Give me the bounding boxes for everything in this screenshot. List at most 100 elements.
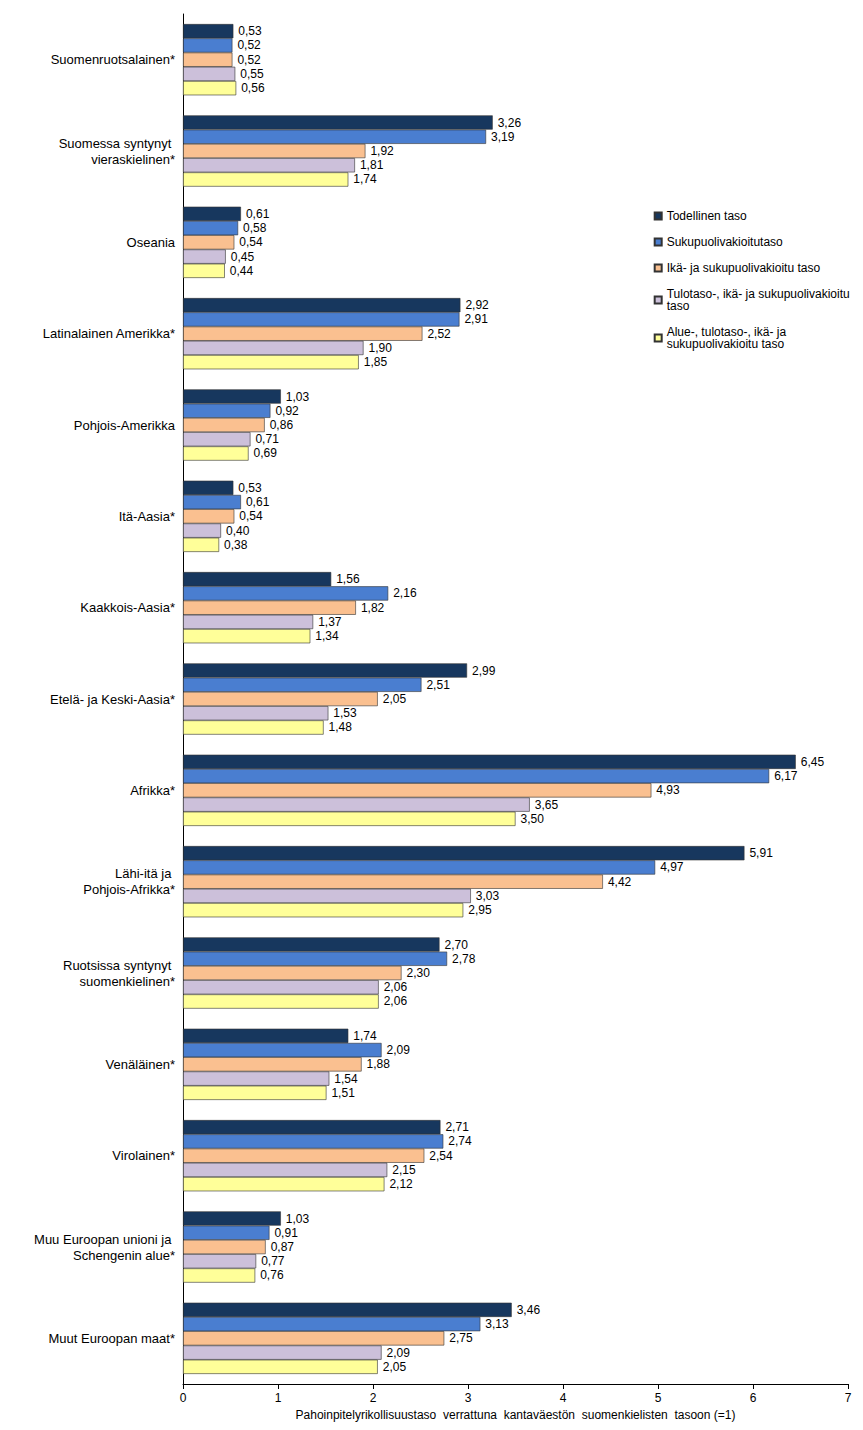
svg-text:4,97: 4,97 xyxy=(660,860,684,874)
svg-text:2,30: 2,30 xyxy=(407,966,431,980)
svg-text:1,90: 1,90 xyxy=(369,341,393,355)
svg-text:1,34: 1,34 xyxy=(315,629,339,643)
svg-text:2,09: 2,09 xyxy=(387,1043,411,1057)
svg-text:3,46: 3,46 xyxy=(517,1303,541,1317)
svg-text:1,74: 1,74 xyxy=(353,172,377,186)
svg-text:Muut Euroopan maat*: Muut Euroopan maat* xyxy=(49,1331,175,1346)
svg-text:0,53: 0,53 xyxy=(238,24,262,38)
svg-text:Venäläinen*: Venäläinen* xyxy=(106,1057,175,1072)
svg-text:Kaakkois-Aasia*: Kaakkois-Aasia* xyxy=(80,600,175,615)
svg-text:0,38: 0,38 xyxy=(224,538,248,552)
svg-text:3,19: 3,19 xyxy=(491,130,515,144)
svg-text:0,52: 0,52 xyxy=(237,38,261,52)
svg-text:1,92: 1,92 xyxy=(370,144,394,158)
svg-text:Itä-Aasia*: Itä-Aasia* xyxy=(119,509,175,524)
svg-text:0,76: 0,76 xyxy=(260,1268,284,1282)
svg-text:2,05: 2,05 xyxy=(383,1360,407,1374)
svg-text:2,15: 2,15 xyxy=(392,1163,416,1177)
svg-text:3,13: 3,13 xyxy=(485,1317,509,1331)
svg-text:Etelä- ja Keski-Aasia*: Etelä- ja Keski-Aasia* xyxy=(50,692,175,707)
svg-text:1,81: 1,81 xyxy=(360,158,384,172)
svg-text:Pohjois-Amerikka: Pohjois-Amerikka xyxy=(74,418,176,433)
svg-text:2,09: 2,09 xyxy=(387,1346,411,1360)
svg-text:0,61: 0,61 xyxy=(246,207,270,221)
svg-text:1,53: 1,53 xyxy=(333,706,357,720)
svg-text:Latinalainen Amerikka*: Latinalainen Amerikka* xyxy=(43,326,175,341)
svg-text:2,71: 2,71 xyxy=(445,1120,469,1134)
svg-text:vieraskielinen*: vieraskielinen* xyxy=(91,152,175,167)
svg-text:1,03: 1,03 xyxy=(286,390,310,404)
svg-text:2,06: 2,06 xyxy=(384,980,408,994)
svg-text:2: 2 xyxy=(370,1391,377,1405)
svg-text:3,03: 3,03 xyxy=(476,889,500,903)
svg-text:Pahoinpitelyrikollisuustaso v: Pahoinpitelyrikollisuustaso verrattuna k… xyxy=(296,1408,736,1422)
svg-text:5,91: 5,91 xyxy=(749,846,773,860)
svg-text:6: 6 xyxy=(750,1391,757,1405)
svg-text:Ikä- ja sukupuolivakioitu taso: Ikä- ja sukupuolivakioitu taso xyxy=(667,261,821,275)
svg-text:Suomenruotsalainen*: Suomenruotsalainen* xyxy=(51,52,175,67)
svg-text:sukupuolivakioitu taso: sukupuolivakioitu taso xyxy=(667,337,785,351)
svg-text:7: 7 xyxy=(845,1391,852,1405)
svg-text:0,58: 0,58 xyxy=(243,221,267,235)
svg-text:2,54: 2,54 xyxy=(429,1149,453,1163)
svg-text:2,05: 2,05 xyxy=(383,692,407,706)
svg-text:4,93: 4,93 xyxy=(656,783,680,797)
svg-text:2,06: 2,06 xyxy=(384,994,408,1008)
svg-text:6,17: 6,17 xyxy=(774,769,798,783)
svg-text:2,91: 2,91 xyxy=(464,312,488,326)
svg-text:taso: taso xyxy=(667,299,690,313)
svg-text:0,86: 0,86 xyxy=(270,418,294,432)
svg-text:0,77: 0,77 xyxy=(261,1254,285,1268)
svg-text:Ruotsissa syntynyt: Ruotsissa syntynyt xyxy=(63,958,175,973)
svg-text:0,45: 0,45 xyxy=(231,250,255,264)
svg-text:0,54: 0,54 xyxy=(239,509,263,523)
svg-text:1,56: 1,56 xyxy=(336,572,360,586)
svg-text:2,52: 2,52 xyxy=(427,327,451,341)
svg-text:Oseania: Oseania xyxy=(127,235,176,250)
svg-text:3,65: 3,65 xyxy=(535,798,559,812)
svg-text:0,53: 0,53 xyxy=(238,481,262,495)
svg-text:0,40: 0,40 xyxy=(226,524,250,538)
svg-text:Muu Euroopan unioni ja: Muu Euroopan unioni ja xyxy=(34,1232,175,1247)
svg-text:0,56: 0,56 xyxy=(241,81,265,95)
svg-text:3,50: 3,50 xyxy=(521,812,545,826)
svg-text:Schengenin alue*: Schengenin alue* xyxy=(73,1248,175,1263)
svg-text:4,42: 4,42 xyxy=(608,875,632,889)
svg-text:2,12: 2,12 xyxy=(389,1177,413,1191)
svg-text:0: 0 xyxy=(180,1391,187,1405)
svg-text:0,92: 0,92 xyxy=(275,404,299,418)
svg-text:1,54: 1,54 xyxy=(334,1072,358,1086)
svg-text:2,51: 2,51 xyxy=(426,678,450,692)
svg-text:1,37: 1,37 xyxy=(318,615,342,629)
svg-text:3: 3 xyxy=(465,1391,472,1405)
svg-text:2,78: 2,78 xyxy=(452,952,476,966)
svg-text:2,74: 2,74 xyxy=(448,1134,472,1148)
svg-text:2,16: 2,16 xyxy=(393,586,417,600)
svg-text:1,03: 1,03 xyxy=(286,1212,310,1226)
svg-text:0,55: 0,55 xyxy=(240,67,264,81)
svg-text:Lähi-itä ja: Lähi-itä ja xyxy=(115,866,175,881)
svg-text:1,88: 1,88 xyxy=(367,1057,391,1071)
svg-text:0,69: 0,69 xyxy=(254,446,278,460)
svg-text:Virolainen*: Virolainen* xyxy=(112,1148,175,1163)
svg-text:Suomessa syntynyt: Suomessa syntynyt xyxy=(59,136,175,151)
svg-text:0,54: 0,54 xyxy=(239,235,263,249)
svg-text:0,71: 0,71 xyxy=(255,432,279,446)
svg-text:Sukupuolivakioitutaso: Sukupuolivakioitutaso xyxy=(667,235,783,249)
svg-text:2,70: 2,70 xyxy=(445,938,469,952)
svg-text:0,44: 0,44 xyxy=(230,264,254,278)
svg-text:suomenkielinen*: suomenkielinen* xyxy=(80,974,175,989)
svg-text:0,52: 0,52 xyxy=(237,53,261,67)
svg-text:1,51: 1,51 xyxy=(331,1086,355,1100)
svg-text:0,87: 0,87 xyxy=(271,1240,295,1254)
svg-text:Pohjois-Afrikka*: Pohjois-Afrikka* xyxy=(83,882,175,897)
svg-text:6,45: 6,45 xyxy=(801,755,825,769)
svg-text:0,61: 0,61 xyxy=(246,495,270,509)
svg-text:4: 4 xyxy=(560,1391,567,1405)
svg-text:1,48: 1,48 xyxy=(329,720,353,734)
svg-text:1: 1 xyxy=(275,1391,282,1405)
svg-text:1,85: 1,85 xyxy=(364,355,388,369)
svg-text:Todellinen taso: Todellinen taso xyxy=(667,209,747,223)
svg-text:2,95: 2,95 xyxy=(468,903,492,917)
svg-text:2,75: 2,75 xyxy=(449,1331,473,1345)
